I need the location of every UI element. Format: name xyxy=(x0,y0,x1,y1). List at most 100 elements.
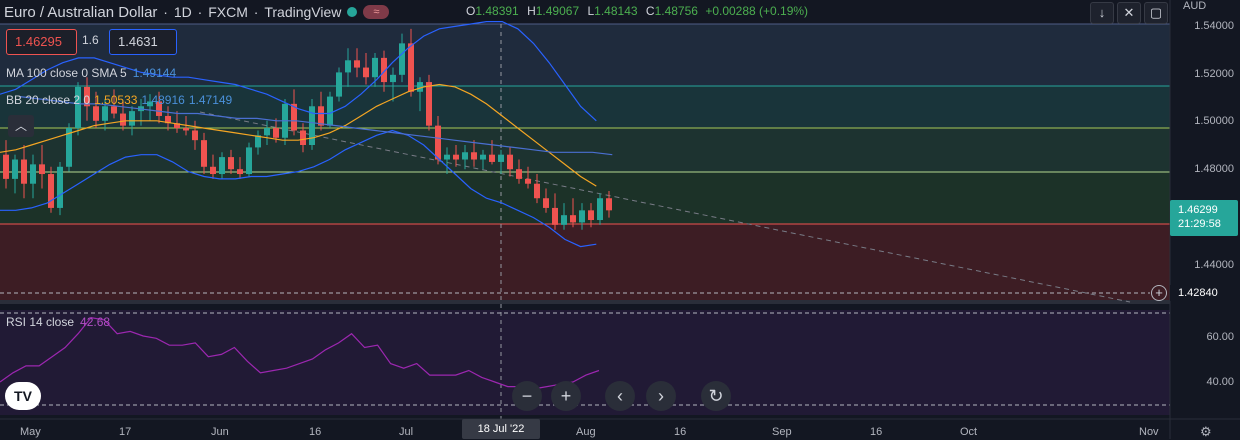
add-alert-icon[interactable]: + xyxy=(1151,285,1167,301)
ma-line xyxy=(19,96,613,156)
candle-body xyxy=(12,159,18,179)
candle-body xyxy=(372,57,378,78)
candle-body xyxy=(570,215,576,223)
ohlc-readout: O1.48391 H1.49067 L1.48143 C1.48756 +0.0… xyxy=(466,4,809,18)
candle-body xyxy=(345,60,351,73)
candle-body xyxy=(210,166,216,175)
candle-body xyxy=(174,123,180,129)
candle-body xyxy=(390,74,396,83)
arrow-down-icon[interactable]: ↓ xyxy=(1090,2,1114,24)
candle-body xyxy=(453,154,459,160)
zone-band xyxy=(0,224,1170,302)
candle-body xyxy=(309,106,315,145)
rsi-line xyxy=(0,316,600,390)
candle-body xyxy=(318,106,324,126)
candle-body xyxy=(84,86,90,107)
candle-body xyxy=(111,106,117,114)
collapse-icon[interactable]: ✕ xyxy=(1117,2,1141,24)
level-price-tag: 1.42840 xyxy=(1170,285,1238,301)
low-value: 1.48143 xyxy=(594,4,638,18)
bb-upper-line xyxy=(0,21,597,122)
candle-body xyxy=(543,198,549,208)
candle-body xyxy=(57,166,63,208)
gear-icon[interactable]: ⚙ xyxy=(1200,424,1212,439)
candle-body xyxy=(336,72,342,97)
spread-value: 1.6 xyxy=(82,33,99,47)
candle-body xyxy=(102,106,108,121)
candle-body xyxy=(489,154,495,162)
tradingview-logo[interactable]: TV xyxy=(5,382,41,410)
candle-body xyxy=(219,157,225,175)
last-price-tag: 1.46299 21:29:58 xyxy=(1170,200,1238,236)
ma-legend[interactable]: MA 100 close 0 SMA 5 1.49144 xyxy=(6,66,177,80)
chart-header: Euro / Australian Dollar · 1D · FXCM · T… xyxy=(4,2,390,22)
candle-body xyxy=(66,128,72,167)
y-tick-label: 1.44000 xyxy=(1194,259,1234,271)
reset-icon[interactable]: ↻ xyxy=(701,381,731,411)
x-tick-label: Jul xyxy=(399,426,414,438)
buy-button[interactable]: 1.4631 xyxy=(109,29,177,55)
candle-body xyxy=(237,169,243,175)
candle-body xyxy=(426,82,432,126)
interval-label[interactable]: 1D xyxy=(173,4,192,20)
wave-icon[interactable]: ≈ xyxy=(363,5,390,19)
candle-body xyxy=(201,140,207,167)
y-tick-label: 1.54000 xyxy=(1194,20,1234,32)
collapse-legend-button[interactable]: ︿ xyxy=(8,115,34,137)
x-tick-label: 16 xyxy=(674,426,687,438)
candle-body xyxy=(444,154,450,160)
bb-legend[interactable]: BB 20 close 2 0 1.50533 1.48916 1.47149 xyxy=(6,93,233,107)
candle-body xyxy=(147,101,153,107)
candle-body xyxy=(183,128,189,131)
candle-body xyxy=(165,115,171,124)
high-value: 1.49067 xyxy=(535,4,580,18)
zoom-in-icon[interactable]: + xyxy=(551,381,581,411)
market-status-dot xyxy=(347,7,358,17)
candle-body xyxy=(264,128,270,136)
candle-body xyxy=(30,164,36,184)
rsi-legend[interactable]: RSI 14 close 42.68 xyxy=(6,315,111,329)
fullscreen-icon[interactable]: ▢ xyxy=(1144,2,1168,24)
open-value: 1.48391 xyxy=(475,4,519,18)
x-tick-label: Jun xyxy=(211,426,229,438)
sell-button[interactable]: 1.46295 xyxy=(6,29,77,55)
x-tick-label: Oct xyxy=(960,426,978,438)
zoom-out-icon[interactable]: − xyxy=(512,381,542,411)
candle-body xyxy=(291,103,297,131)
candle-body xyxy=(498,154,504,162)
scroll-right-icon[interactable]: › xyxy=(646,381,676,411)
candle-body xyxy=(462,152,468,160)
candle-body xyxy=(300,130,306,145)
symbol-name[interactable]: Euro / Australian Dollar xyxy=(4,3,158,21)
candle-body xyxy=(588,210,594,221)
scroll-left-icon[interactable]: ‹ xyxy=(605,381,635,411)
x-tick-label: Aug xyxy=(576,426,596,438)
bb-lower-line xyxy=(0,129,597,248)
close-value: 1.48756 xyxy=(654,4,698,18)
y-tick-label: 1.52000 xyxy=(1194,68,1234,80)
candle-body xyxy=(480,154,486,160)
currency-label[interactable]: AUD xyxy=(1183,0,1207,12)
crosshair-date-label: 18 Jul '22 xyxy=(462,419,540,439)
candle-body xyxy=(381,57,387,83)
candle-body xyxy=(120,113,126,126)
candle-body xyxy=(21,159,27,184)
candle-body xyxy=(579,210,585,223)
candle-body xyxy=(399,43,405,75)
source-label: TradingView xyxy=(264,4,342,20)
candle-body xyxy=(534,183,540,199)
candle-body xyxy=(246,147,252,175)
candle-body xyxy=(273,128,279,138)
candle-body xyxy=(516,169,522,179)
candle-body xyxy=(93,106,99,121)
candle-body xyxy=(525,178,531,184)
x-tick-label: 16 xyxy=(309,426,322,438)
zone-band xyxy=(0,128,1170,172)
candle-body xyxy=(408,43,414,92)
candle-body xyxy=(471,152,477,160)
candle-body xyxy=(507,154,513,170)
candle-body xyxy=(354,60,360,68)
bb-basis-line xyxy=(0,83,597,187)
candle-body xyxy=(606,198,612,211)
